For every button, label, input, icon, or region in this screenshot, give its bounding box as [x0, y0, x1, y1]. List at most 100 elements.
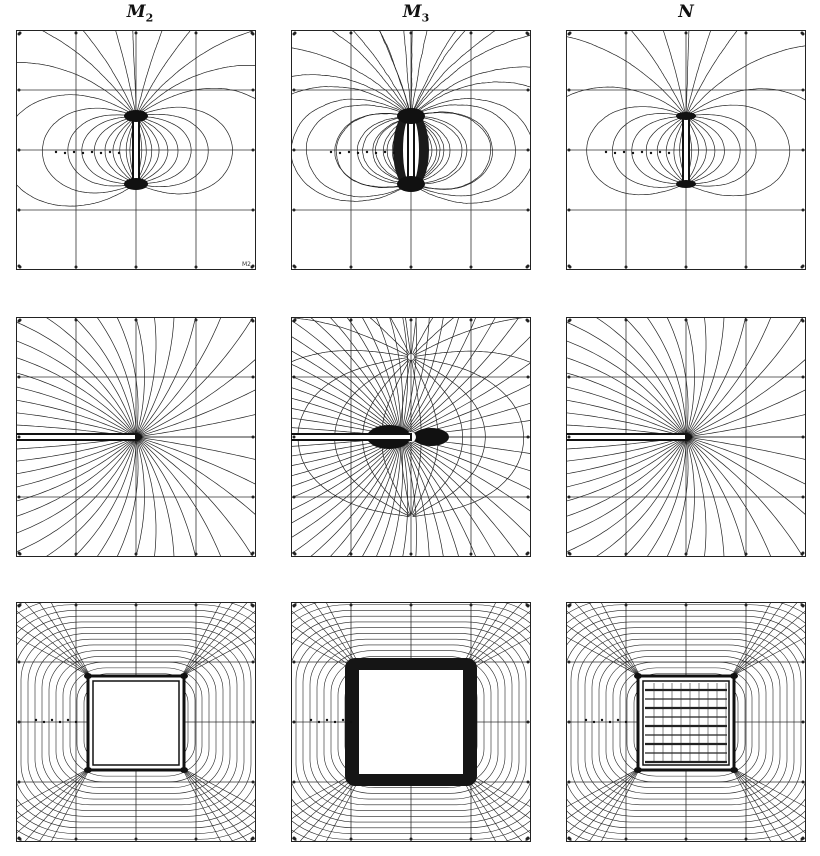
edge-dot	[251, 604, 254, 607]
field-line	[138, 114, 209, 186]
field-line	[16, 438, 134, 496]
edge-dot	[802, 721, 805, 724]
field-line	[291, 351, 408, 374]
edge-dot	[18, 661, 21, 664]
field-line	[732, 768, 806, 824]
field-line	[566, 408, 684, 436]
field-line	[291, 317, 408, 356]
edge-dot	[802, 661, 805, 664]
edge-dot	[75, 553, 78, 556]
field-line	[109, 30, 135, 113]
edge-dot	[470, 838, 473, 841]
sample-dot	[91, 151, 93, 153]
edge-dot	[135, 553, 138, 556]
edge-dot	[252, 661, 255, 664]
field-line	[182, 768, 256, 836]
square-interior	[359, 670, 463, 774]
edge-dot	[293, 552, 296, 555]
sample-dot	[366, 151, 368, 153]
edge-dot	[135, 266, 138, 269]
edge-dot	[293, 320, 296, 323]
field-line	[688, 333, 806, 437]
edge-dot	[75, 32, 78, 35]
field-line	[687, 30, 719, 113]
sample-dot	[334, 721, 336, 723]
corner-cluster	[730, 767, 738, 773]
edge-dot	[293, 265, 296, 268]
edge-dot	[252, 376, 255, 379]
field-line	[414, 99, 531, 204]
field-line	[138, 383, 256, 436]
field-line	[139, 88, 256, 117]
charge-cluster-bottom	[124, 178, 148, 190]
edge-dot	[293, 661, 296, 664]
sample-dot	[67, 719, 69, 721]
edge-dot	[625, 32, 628, 35]
edge-dot	[801, 32, 804, 35]
sample-dot	[75, 721, 77, 723]
edge-dot	[135, 319, 138, 322]
edge-dot	[18, 436, 21, 439]
edge-dot	[195, 266, 198, 269]
edge-dot	[470, 319, 473, 322]
field-line	[688, 437, 806, 490]
sample-dot	[43, 721, 45, 723]
field-line	[138, 317, 244, 436]
sample-dot	[100, 152, 102, 154]
field-line	[587, 107, 684, 195]
corner-cluster	[730, 673, 738, 679]
sample-dot	[82, 152, 84, 154]
panel-n-square	[566, 602, 806, 842]
field-line	[16, 378, 134, 436]
corner-cluster	[180, 673, 188, 679]
charge-cluster-top	[397, 108, 425, 124]
field-line	[16, 62, 134, 114]
field-line	[16, 608, 90, 676]
edge-dot	[802, 89, 805, 92]
field-line	[182, 768, 238, 842]
edge-dot	[527, 89, 530, 92]
sample-dot	[375, 152, 377, 154]
edge-dot	[745, 32, 748, 35]
edge-dot	[802, 436, 805, 439]
sample-dot	[585, 719, 587, 721]
edge-dot	[801, 604, 804, 607]
edge-dot	[685, 32, 688, 35]
edge-dot	[470, 553, 473, 556]
edge-dot	[685, 266, 688, 269]
edge-dot	[195, 553, 198, 556]
field-line	[402, 439, 473, 557]
field-line	[309, 439, 401, 557]
edge-dot	[745, 553, 748, 556]
sample-dot	[342, 719, 344, 721]
field-line	[584, 602, 640, 676]
field-line	[688, 317, 794, 436]
edge-dot	[293, 89, 296, 92]
edge-dot	[293, 33, 296, 36]
sample-dot	[64, 152, 66, 154]
edge-dot	[18, 552, 21, 555]
edge-dot	[410, 604, 413, 607]
field-line	[402, 439, 502, 558]
edge-dot	[18, 376, 21, 379]
edge-dot	[745, 604, 748, 607]
edge-dot	[18, 149, 21, 152]
edge-dot	[293, 209, 296, 212]
edge-dot	[802, 149, 805, 152]
segment-element	[683, 116, 689, 184]
edge-dot	[293, 376, 296, 379]
edge-dot	[802, 376, 805, 379]
edge-dot	[685, 604, 688, 607]
edge-dot	[527, 661, 530, 664]
field-line	[584, 768, 640, 842]
field-line	[687, 105, 789, 196]
edge-dot	[293, 149, 296, 152]
edge-dot	[410, 553, 413, 556]
edge-dot	[75, 319, 78, 322]
edge-dot	[526, 604, 529, 607]
panel-m3-halfline	[291, 317, 531, 557]
field-line	[413, 30, 531, 114]
segment-element	[133, 116, 139, 184]
edge-dot	[745, 838, 748, 841]
field-line	[659, 317, 706, 435]
